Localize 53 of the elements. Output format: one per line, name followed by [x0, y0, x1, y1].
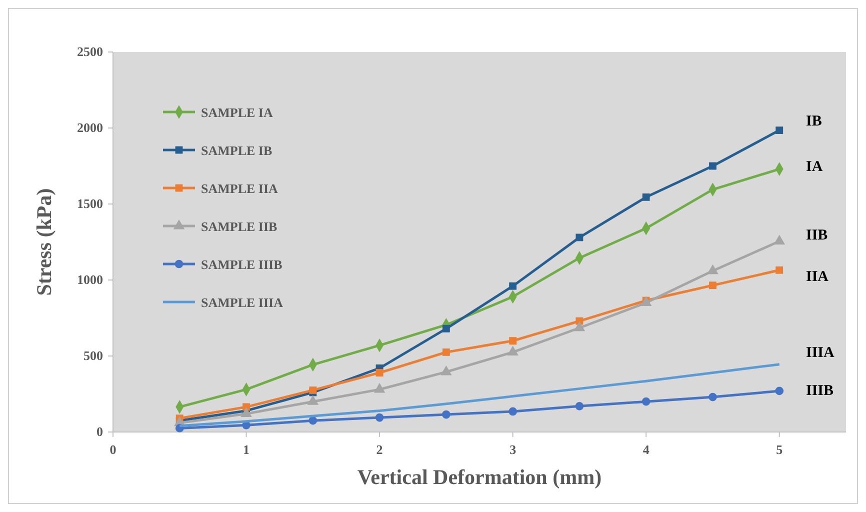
x-tick-label: 2: [376, 442, 383, 457]
annotation: IA: [806, 159, 823, 175]
y-axis-title: Stress (kPa): [32, 188, 56, 296]
point: [376, 369, 384, 376]
y-tick-label: 1000: [77, 272, 103, 287]
point: [775, 386, 784, 396]
legend-label: SAMPLE IIB: [201, 219, 278, 234]
point: [442, 324, 450, 332]
point: [707, 264, 718, 274]
point: [574, 321, 586, 332]
y-tick-label: 1500: [77, 196, 103, 211]
y-tick-label: 2500: [77, 44, 103, 59]
point: [307, 395, 319, 405]
point: [509, 282, 517, 290]
point: [240, 407, 252, 418]
point: [776, 266, 784, 274]
y-tick-label: 2000: [77, 120, 103, 135]
point: [507, 346, 518, 356]
x-tick-label: 1: [243, 442, 250, 457]
point: [509, 337, 517, 345]
point: [308, 416, 318, 425]
point: [508, 407, 517, 416]
point: [576, 234, 584, 242]
point: [442, 410, 450, 419]
legend-label: SAMPLE IIIB: [201, 257, 283, 272]
point: [375, 413, 384, 422]
point: [708, 392, 717, 402]
point: [440, 365, 452, 376]
point: [309, 386, 317, 394]
x-tick-label: 5: [776, 442, 784, 457]
annotation: IB: [806, 113, 822, 130]
point: [575, 402, 584, 410]
point: [776, 126, 784, 134]
annotation: IIB: [806, 227, 828, 244]
y-tick-label: 0: [96, 424, 103, 439]
annotation: IIIB: [806, 383, 834, 400]
point: [709, 162, 716, 170]
point: [374, 382, 386, 393]
legend-label: SAMPLE IIA: [201, 181, 279, 196]
point: [642, 397, 650, 406]
point: [709, 282, 716, 290]
annotation: IIIA: [806, 345, 835, 362]
point: [642, 193, 650, 201]
legend-label: SAMPLE IA: [201, 105, 274, 120]
x-tick-label: 3: [510, 442, 517, 457]
y-tick-label: 500: [84, 348, 103, 363]
x-tick-label: 0: [110, 442, 116, 457]
x-axis-title: Vertical Deformation (mm): [357, 465, 602, 489]
annotation: IIA: [806, 269, 829, 286]
legend-label: SAMPLE IB: [201, 143, 272, 158]
point: [442, 348, 450, 356]
legend-label: SAMPLE IIIA: [201, 295, 284, 310]
x-tick-label: 4: [642, 442, 650, 457]
